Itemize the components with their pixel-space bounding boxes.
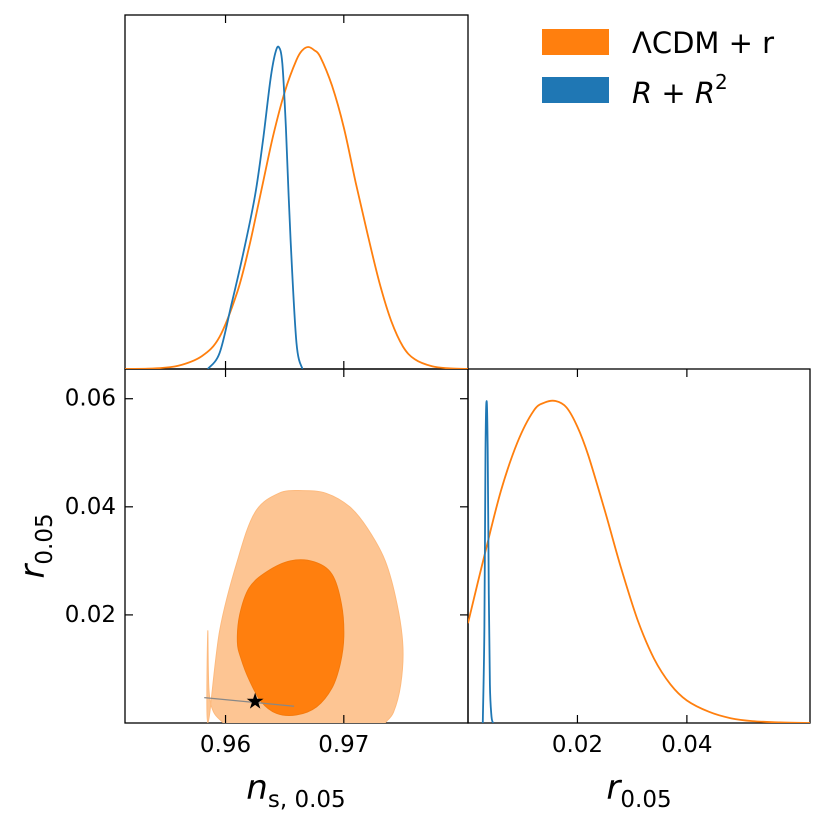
panel-r-marginal-frame: [467, 368, 811, 724]
ns-marginal-lcdm-curve: [125, 46, 468, 369]
x-axis-label-r-subscript: 0.05: [620, 787, 671, 813]
x-tick-label-ns-097: 0.97: [318, 732, 369, 758]
legend-label-starobinsky-sup: 2: [715, 70, 728, 94]
starobinsky-star-marker: ★: [245, 689, 265, 714]
x-axis-label-ns-symbol: n: [246, 768, 268, 808]
legend-label-lcdm: ΛCDM + r: [632, 26, 774, 60]
y-axis-label-r-symbol: r: [13, 563, 53, 579]
x-tick-label-r-004: 0.04: [661, 732, 712, 758]
starobinsky-prediction-line: [204, 696, 295, 707]
r-marginal-starobinsky-curve: [481, 400, 495, 723]
y-axis-label-r: r0.05: [13, 513, 58, 578]
ns-marginal-starobinsky-curve: [207, 45, 304, 369]
r-marginal-lcdm-curve: [468, 399, 810, 723]
x-tick-label-r-002: 0.02: [552, 732, 603, 758]
x-tick-label-ns-096: 0.96: [200, 732, 251, 758]
y-tick-label-004: 0.04: [65, 494, 116, 520]
y-axis-label-r-subscript: 0.05: [32, 513, 58, 564]
x-axis-label-ns: ns, 0.05: [246, 768, 345, 813]
legend-swatch-lcdm: [542, 29, 609, 55]
x-axis-label-r: r0.05: [606, 768, 671, 813]
legend-label-starobinsky: R + R2: [632, 70, 728, 110]
x-axis-label-ns-subscript: s, 0.05: [268, 787, 346, 813]
contour-68-region: [236, 559, 345, 716]
legend-swatch-starobinsky: [542, 77, 609, 103]
y-tick-label-006: 0.06: [65, 386, 116, 412]
legend: ΛCDM + r R + R2: [542, 26, 774, 110]
panel-ns-marginal-frame: [124, 14, 469, 370]
legend-label-starobinsky-base: R + R: [632, 76, 715, 110]
x-axis-label-r-symbol: r: [606, 768, 622, 808]
y-tick-label-002: 0.02: [65, 602, 116, 628]
